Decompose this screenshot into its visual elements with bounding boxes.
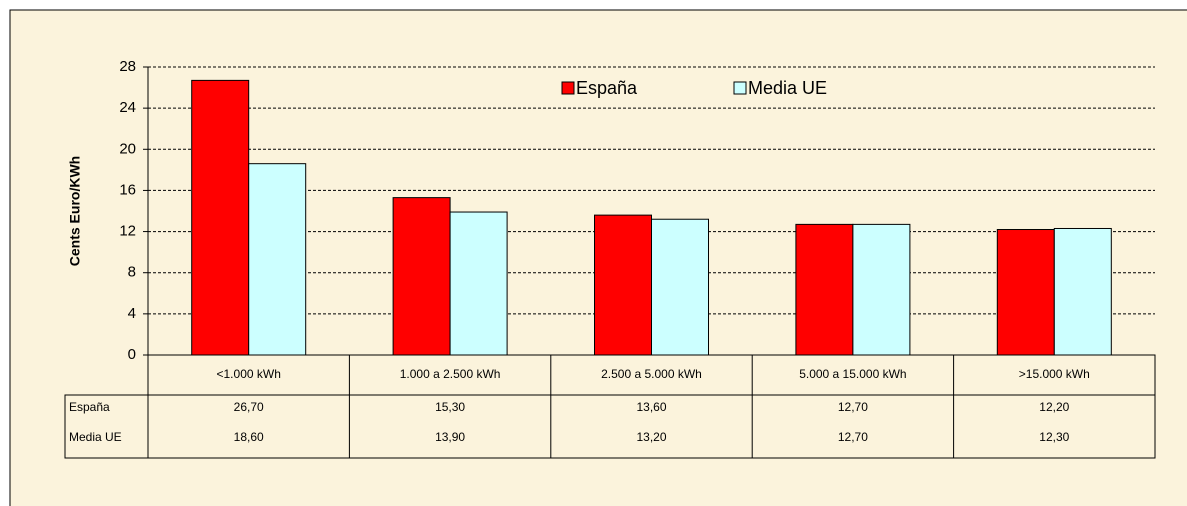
table-cell: 26,70 <box>234 400 264 414</box>
bar <box>191 79 250 356</box>
bar <box>852 223 911 356</box>
bar <box>392 197 451 356</box>
table-cell: 15,30 <box>435 400 465 414</box>
bar <box>795 223 854 356</box>
table-cell: 12,20 <box>1039 400 1069 414</box>
y-tick-label: 4 <box>128 305 136 322</box>
legend-label: España <box>576 78 638 98</box>
y-tick-label: 16 <box>119 181 136 198</box>
table-cell: 18,60 <box>234 430 264 444</box>
table-body-border <box>64 394 1156 459</box>
x-tick-label: 1.000 a 2.500 kWh <box>400 367 501 381</box>
bar <box>1053 227 1112 356</box>
y-tick-label: 20 <box>119 140 136 157</box>
x-tick-label: <1.000 kWh <box>217 367 281 381</box>
bar <box>996 229 1055 356</box>
legend-label: Media UE <box>748 78 827 98</box>
y-tick-label: 24 <box>119 99 136 116</box>
table-cell: 12,30 <box>1039 430 1069 444</box>
bar <box>594 214 652 356</box>
x-tick-label: 2.500 a 5.000 kWh <box>601 367 702 381</box>
y-tick-label: 8 <box>128 264 136 281</box>
y-tick-label: 12 <box>119 223 136 240</box>
table-cell: 12,70 <box>838 430 868 444</box>
y-tick-label: 28 <box>119 58 136 75</box>
y-tick-label: 0 <box>128 346 136 363</box>
bar <box>449 211 508 356</box>
y-axis-title: Cents Euro/KWh <box>67 156 83 266</box>
legend-swatch <box>733 81 747 95</box>
bar <box>248 163 307 356</box>
x-tick-label: >15.000 kWh <box>1019 367 1090 381</box>
table-cell: 13,20 <box>636 430 666 444</box>
table-row-label: España <box>69 400 110 414</box>
x-tick-label: 5.000 a 15.000 kWh <box>799 367 906 381</box>
table-cell: 12,70 <box>838 400 868 414</box>
table-cell: 13,90 <box>435 430 465 444</box>
bar <box>651 218 709 356</box>
legend-swatch <box>561 81 575 95</box>
table-cell: 13,60 <box>636 400 666 414</box>
table-row-label: Media UE <box>69 430 122 444</box>
